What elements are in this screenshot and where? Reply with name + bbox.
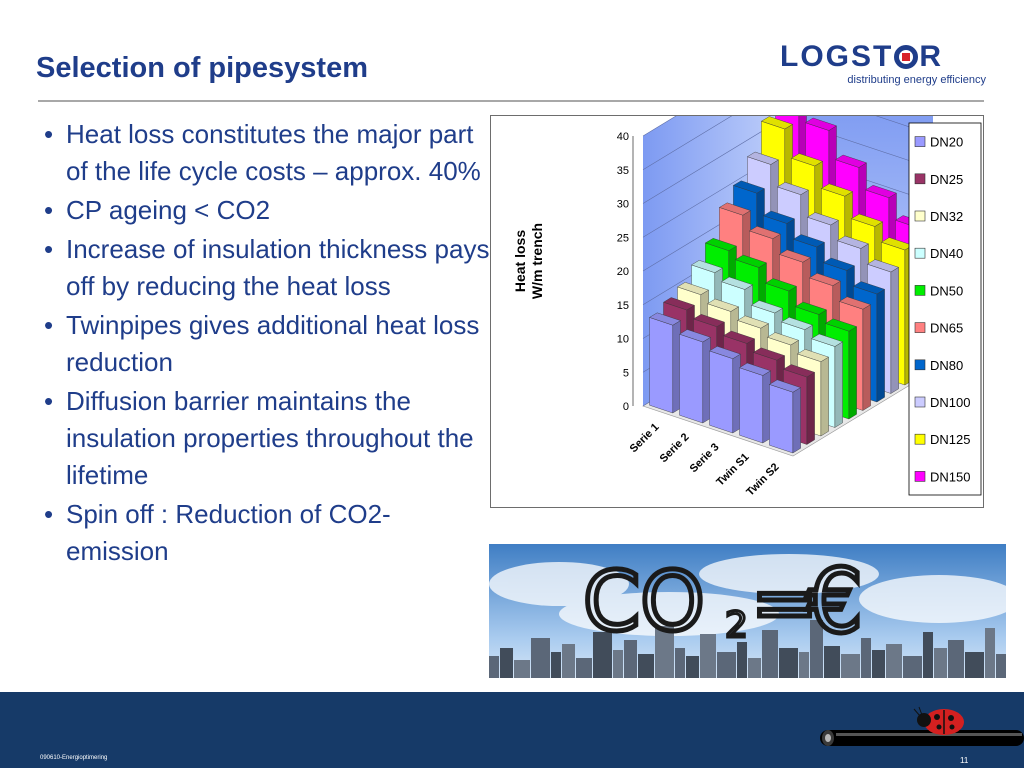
legend-label: DN40 [930,246,963,261]
y-axis-label-line-2: W/m trench [529,223,545,299]
logo-word-right: R [919,40,944,73]
legend-item-dn20: DN20 [914,135,963,150]
photo-equals-sign: = [751,556,818,649]
y-tick-label: 35 [617,165,629,177]
legend-item-dn80: DN80 [914,358,963,373]
gridline [642,116,934,171]
y-tick-label: 10 [617,334,629,346]
legend-label: DN32 [930,209,963,224]
bar-dn20-serie-1 [649,312,681,414]
pipe-cable-icon [820,730,1024,746]
page-number: 11 [960,756,969,765]
bullet-item: Heat loss constitutes the major part of … [44,116,490,190]
legend-swatch [914,471,926,482]
legend-item-dn40: DN40 [914,246,963,261]
slide-title: Selection of pipesystem [36,52,368,84]
footer-label: 090610-Energioptimering [40,755,108,761]
legend-label: DN125 [930,432,970,447]
legend-label: DN80 [930,358,963,373]
y-tick-label: 0 [623,401,629,413]
chart-legend: DN20 DN25 DN32 DN40 DN50 DN65 DN80 DN100 DN125 DN… [908,122,982,496]
legend-label: DN100 [930,395,970,410]
heat-loss-chart: 0 5 10 15 20 25 30 35 40 Serie 1 Serie 2 Serie 3 Tw… [490,115,984,508]
bar-dn20-serie-3 [709,346,741,434]
legend-item-dn125: DN125 [914,432,970,447]
bullet-item: Spin off : Reduction of CO2-emission [44,496,490,570]
y-axis-label-line-1: Heat loss [512,230,528,292]
city-skyline [489,620,1006,678]
legend-item-dn25: DN25 [914,172,963,187]
legend-swatch [914,322,926,333]
photo-subscript-2: 2 [725,605,748,646]
y-tick-label: 20 [617,266,629,278]
legend-label: DN20 [930,135,963,150]
logo-tagline: distributing energy efficiency [847,74,986,86]
legend-swatch [914,173,926,185]
chart-bars [649,116,928,454]
y-tick-label: 25 [617,232,629,244]
x-tick-label: Twin S2 [744,461,781,498]
legend-label: DN150 [930,469,970,484]
legend-item-dn150: DN150 [914,469,970,484]
legend-label: DN25 [930,172,963,187]
x-tick-label: Serie 3 [688,441,722,475]
photo-co-text: CO [583,555,705,650]
legend-swatch [914,136,926,147]
y-tick-label: 40 [617,131,629,143]
photo-euro-sign: € [807,550,863,653]
x-tick-label: Serie 1 [628,421,662,455]
bullet-item: Diffusion barrier maintains the insulati… [44,383,490,494]
bar-dn20-twin-s1 [739,362,772,444]
cloud-shapes [489,554,1006,636]
y-tick-label: 5 [623,367,629,379]
legend-item-dn65: DN65 [914,321,963,336]
x-tick-label: Twin S1 [714,451,751,488]
logo-target-icon [894,45,919,69]
legend-swatch [914,210,926,222]
ladybug-icon [913,706,964,735]
bar-dn20-twin-s2 [768,379,802,454]
bullet-item: Twinpipes gives additional heat loss red… [44,307,490,381]
x-tick-label: Serie 2 [658,431,692,465]
bullet-list: Heat loss constitutes the major part of … [44,116,490,572]
legend-swatch [914,433,926,445]
logo-word-left: LOGST [780,40,894,73]
co2-euro-photo: CO 2 = € [489,544,1006,678]
chart-y-ticks: 0 5 10 15 20 25 30 35 40 [617,131,634,413]
legend-label: DN65 [930,321,963,336]
legend-swatch [914,396,926,408]
legend-box [908,122,982,496]
bullet-item: Increase of insulation thickness pays of… [44,231,490,305]
bullet-item: CP ageing < CO2 [44,192,490,229]
legend-item-dn100: DN100 [914,395,970,410]
legend-swatch [914,285,926,296]
legend-item-dn32: DN32 [914,209,963,224]
photo-illustration: CO 2 = € [489,548,1006,678]
y-tick-label: 15 [617,300,629,312]
legend-item-dn50: DN50 [914,283,963,298]
bar-dn20-serie-2 [679,329,711,424]
legend-swatch [914,247,926,259]
legend-label: DN50 [930,283,963,298]
legend-swatch [914,359,926,371]
y-tick-label: 30 [617,199,629,211]
title-divider [38,100,984,102]
logo-wordmark: LOGST R [780,42,986,72]
logstor-logo: LOGST R distributing energy efficiency [780,42,986,88]
